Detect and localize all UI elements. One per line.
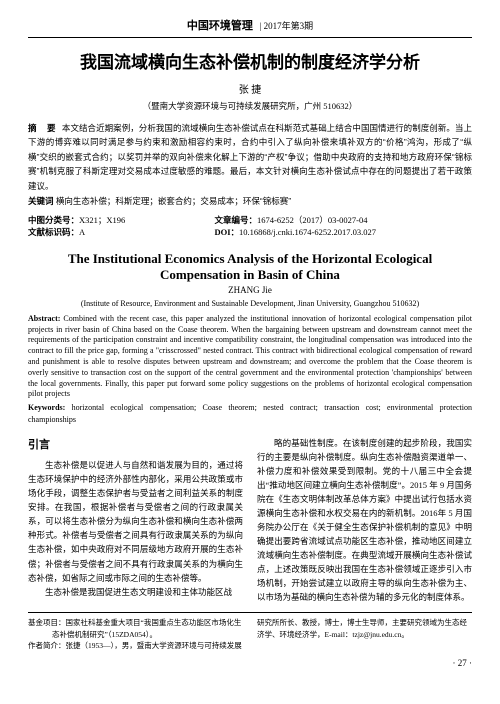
cn-keywords-text: 横向生态补偿；科斯定理；嵌套合约；交易成本；环保“锦标赛”	[56, 196, 291, 206]
issue-text: 2017年第3期	[264, 21, 314, 31]
en-keywords-text: horizontal ecological compensation; Coas…	[28, 403, 472, 424]
en-abstract-text: Combined with the recent case, this pape…	[28, 314, 472, 399]
page-number: · 27 ·	[28, 657, 472, 671]
journal-issue: | 2017年第3期	[260, 21, 314, 31]
cn-abstract: 摘 要 本文结合近期案例，分析我国的流域横向生态补偿试点在科斯范式基础上结合中国…	[28, 121, 472, 193]
cn-meta: 中图分类号：X321；X196 文章编号：1674-6252（2017）03-0…	[28, 214, 472, 240]
en-abstract: Abstract: Combined with the recent case,…	[28, 314, 472, 400]
author-footnote-tail: 研究所所长、教授，博士，博士生导师，主要研究领域为生态经济学、环境经济学，E-m…	[257, 617, 472, 640]
journal-header: 中国环境管理 | 2017年第3期	[28, 18, 472, 38]
doi-value: 10.16868/j.cnki.1674-6252.2017.03.027	[239, 227, 376, 237]
author-info-text: 张捷（1953—），男，暨南大学资源环境与可持续发展	[66, 641, 242, 650]
cn-abstract-text: 本文结合近期案例，分析我国的流域横向生态补偿试点在科斯范式基础上结合中国国情进行…	[28, 123, 472, 191]
intro-heading: 引言	[28, 436, 243, 454]
doccode-label: 文献标识码：	[28, 227, 79, 237]
footnotes: 基金项目：国家社科基金重大项目“我国重点生态功能区市场化生态补偿机制研究”（15…	[28, 612, 472, 651]
clc-value: X321；X196	[79, 215, 125, 225]
cn-affiliation: （暨南大学资源环境与可持续发展研究所，广州 510632）	[28, 100, 472, 113]
right-para-1: 略的基础性制度。在该制度创建的起步阶段，我国实行的主要是纵向补偿制度。纵向生态补…	[257, 436, 472, 604]
fund-label: 基金项目：	[28, 618, 66, 627]
docno-value: 1674-6252（2017）03-0027-04	[257, 215, 368, 225]
en-keywords: Keywords: horizontal ecological compensa…	[28, 402, 472, 426]
author-info-label: 作者简介：	[28, 641, 66, 650]
fund-footnote: 基金项目：国家社科基金重大项目“我国重点生态功能区市场化生态补偿机制研究”（15…	[28, 617, 243, 640]
left-para-2: 生态补偿是我国促进生态文明建设和主体功能区战	[28, 585, 243, 599]
doi-label: DOI：	[214, 227, 239, 237]
cn-title: 我国流域横向生态补偿机制的制度经济学分析	[28, 50, 472, 76]
en-keywords-label: Keywords:	[28, 403, 65, 412]
page: 中国环境管理 | 2017年第3期 我国流域横向生态补偿机制的制度经济学分析 张…	[0, 0, 500, 681]
doccode-value: A	[79, 227, 85, 237]
cn-abstract-label: 摘 要	[28, 123, 60, 133]
en-author: ZHANG Jie	[28, 284, 472, 298]
body-columns: 引言 生态补偿是以促进人与自然和谐发展为目的，通过将生态环境保护中的经济外部性内…	[28, 436, 472, 604]
left-para-1: 生态补偿是以促进人与自然和谐发展为目的，通过将生态环境保护中的经济外部性内部化，…	[28, 458, 243, 584]
en-affiliation: (Institute of Resource, Environment and …	[28, 298, 472, 310]
en-title: The Institutional Economics Analysis of …	[28, 251, 472, 282]
en-abstract-label: Abstract:	[28, 314, 60, 323]
cn-keywords: 关键词 横向生态补偿；科斯定理；嵌套合约；交易成本；环保“锦标赛”	[28, 195, 472, 208]
cn-author: 张 捷	[28, 83, 472, 98]
cn-keywords-label: 关键词	[28, 196, 54, 206]
docno-label: 文章编号：	[214, 215, 257, 225]
fund-text: 国家社科基金重大项目“我国重点生态功能区市场化生态补偿机制研究”（15ZDA05…	[52, 618, 241, 638]
right-column: 略的基础性制度。在该制度创建的起步阶段，我国实行的主要是纵向补偿制度。纵向生态补…	[257, 436, 472, 604]
left-column: 引言 生态补偿是以促进人与自然和谐发展为目的，通过将生态环境保护中的经济外部性内…	[28, 436, 243, 604]
journal-name: 中国环境管理	[187, 20, 253, 32]
author-footnote: 作者简介：张捷（1953—），男，暨南大学资源环境与可持续发展	[28, 640, 243, 651]
clc-label: 中图分类号：	[28, 215, 79, 225]
